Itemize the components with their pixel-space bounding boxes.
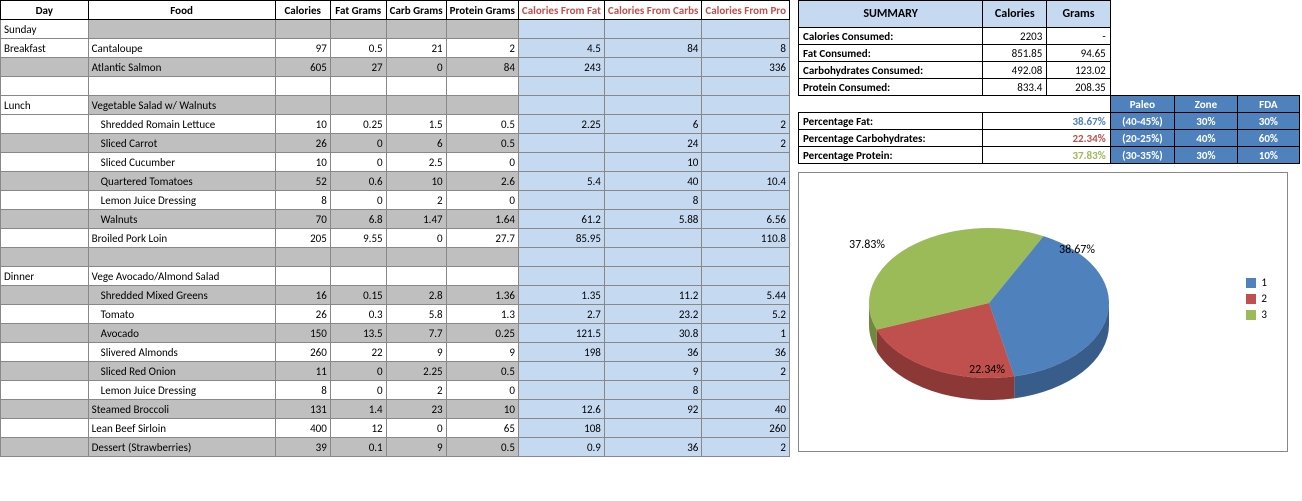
col-fat[interactable]: Fat Grams bbox=[330, 1, 386, 20]
table-row[interactable]: Broiled Pork Loin2059.55027.785.95110.8 bbox=[1, 229, 790, 248]
summary-col-gram: Grams bbox=[1047, 1, 1110, 28]
col-cal-pro[interactable]: Calories From Pro bbox=[702, 1, 790, 20]
pct-paleo: (20-25%) bbox=[1110, 130, 1174, 147]
table-row[interactable] bbox=[1, 248, 790, 267]
chart-legend: 1 2 3 bbox=[1246, 273, 1267, 324]
legend-item: 2 bbox=[1246, 292, 1267, 305]
pie-slice-label: 22.34% bbox=[969, 363, 1005, 377]
table-row[interactable]: Slivered Almonds26022991983636 bbox=[1, 343, 790, 362]
summary-cal: 2203 bbox=[983, 28, 1047, 45]
table-row[interactable]: Lemon Juice Dressing80208 bbox=[1, 381, 790, 400]
col-cal-fat[interactable]: Calories From Fat bbox=[518, 1, 604, 20]
table-row[interactable]: Shredded Romain Lettuce100.251.50.52.256… bbox=[1, 115, 790, 134]
pct-label: Percentage Protein: bbox=[799, 147, 983, 164]
pie-slice-label: 38.67% bbox=[1059, 243, 1095, 257]
diet-fda: FDA bbox=[1237, 96, 1299, 113]
table-row[interactable]: Sliced Cucumber1002.5010 bbox=[1, 153, 790, 172]
table-row[interactable]: Shredded Mixed Greens160.152.81.361.3511… bbox=[1, 286, 790, 305]
col-calories[interactable]: Calories bbox=[275, 1, 330, 20]
table-row[interactable]: Atlantic Salmon60527084243336 bbox=[1, 58, 790, 77]
col-protein[interactable]: Protein Grams bbox=[446, 1, 518, 20]
pct-fda: 30% bbox=[1237, 113, 1299, 130]
table-row[interactable]: Sliced Carrot26060.5242 bbox=[1, 134, 790, 153]
pct-paleo: (30-35%) bbox=[1110, 147, 1174, 164]
legend-item: 3 bbox=[1246, 308, 1267, 321]
table-row[interactable]: Sliced Red Onion1102.250.592 bbox=[1, 362, 790, 381]
pct-zone: 30% bbox=[1175, 147, 1238, 164]
summary-table[interactable]: SUMMARY Calories Grams Calories Consumed… bbox=[798, 0, 1300, 164]
pct-paleo: (40-45%) bbox=[1110, 113, 1174, 130]
macro-pie-chart: 1 2 3 38.67% 22.34% 37.83% bbox=[798, 172, 1288, 452]
summary-gram: - bbox=[1047, 28, 1110, 45]
col-carb[interactable]: Carb Grams bbox=[386, 1, 446, 20]
pct-value: 38.67% bbox=[983, 113, 1110, 130]
summary-cal: 492.08 bbox=[983, 62, 1047, 79]
col-cal-carb[interactable]: Calories From Carbs bbox=[604, 1, 701, 20]
table-row[interactable]: Dessert (Strawberries)390.190.50.9362 bbox=[1, 438, 790, 457]
table-row[interactable]: LunchVegetable Salad w/ Walnuts bbox=[1, 96, 790, 115]
pie-slice-label: 37.83% bbox=[849, 238, 885, 252]
table-row[interactable]: DinnerVege Avocado/Almond Salad bbox=[1, 267, 790, 286]
col-day[interactable]: Day bbox=[1, 1, 89, 20]
summary-label: Carbohydrates Consumed: bbox=[799, 62, 983, 79]
summary-col-cal: Calories bbox=[983, 1, 1047, 28]
summary-gram: 123.02 bbox=[1047, 62, 1110, 79]
col-food[interactable]: Food bbox=[88, 1, 275, 20]
summary-title: SUMMARY bbox=[799, 1, 983, 28]
table-row[interactable]: Lean Beef Sirloin40012065108260 bbox=[1, 419, 790, 438]
table-row[interactable]: BreakfastCantaloupe970.52124.5848 bbox=[1, 39, 790, 58]
table-row[interactable]: Lemon Juice Dressing80208 bbox=[1, 191, 790, 210]
legend-item: 1 bbox=[1246, 276, 1267, 289]
diet-zone: Zone bbox=[1175, 96, 1238, 113]
food-log-table[interactable]: Day Food Calories Fat Grams Carb Grams P… bbox=[0, 0, 790, 457]
pct-label: Percentage Carbohydrates: bbox=[799, 130, 983, 147]
summary-cal: 851.85 bbox=[983, 45, 1047, 62]
table-row[interactable]: Walnuts706.81.471.6461.25.886.56 bbox=[1, 210, 790, 229]
pct-label: Percentage Fat: bbox=[799, 113, 983, 130]
pct-value: 37.83% bbox=[983, 147, 1110, 164]
diet-paleo: Paleo bbox=[1110, 96, 1174, 113]
pct-value: 22.34% bbox=[983, 130, 1110, 147]
table-row[interactable]: Quartered Tomatoes520.6102.65.44010.4 bbox=[1, 172, 790, 191]
table-row[interactable] bbox=[1, 77, 790, 96]
summary-gram: 208.35 bbox=[1047, 79, 1110, 96]
pct-zone: 40% bbox=[1175, 130, 1238, 147]
summary-cal: 833.4 bbox=[983, 79, 1047, 96]
summary-label: Fat Consumed: bbox=[799, 45, 983, 62]
table-row[interactable]: Tomato260.35.81.32.723.25.2 bbox=[1, 305, 790, 324]
table-row[interactable]: Avocado15013.57.70.25121.530.81 bbox=[1, 324, 790, 343]
table-row[interactable]: Sunday bbox=[1, 20, 790, 39]
summary-label: Calories Consumed: bbox=[799, 28, 983, 45]
pct-zone: 30% bbox=[1175, 113, 1238, 130]
summary-label: Protein Consumed: bbox=[799, 79, 983, 96]
pct-fda: 10% bbox=[1237, 147, 1299, 164]
table-row[interactable]: Steamed Broccoli1311.4231012.69240 bbox=[1, 400, 790, 419]
summary-gram: 94.65 bbox=[1047, 45, 1110, 62]
pct-fda: 60% bbox=[1237, 130, 1299, 147]
